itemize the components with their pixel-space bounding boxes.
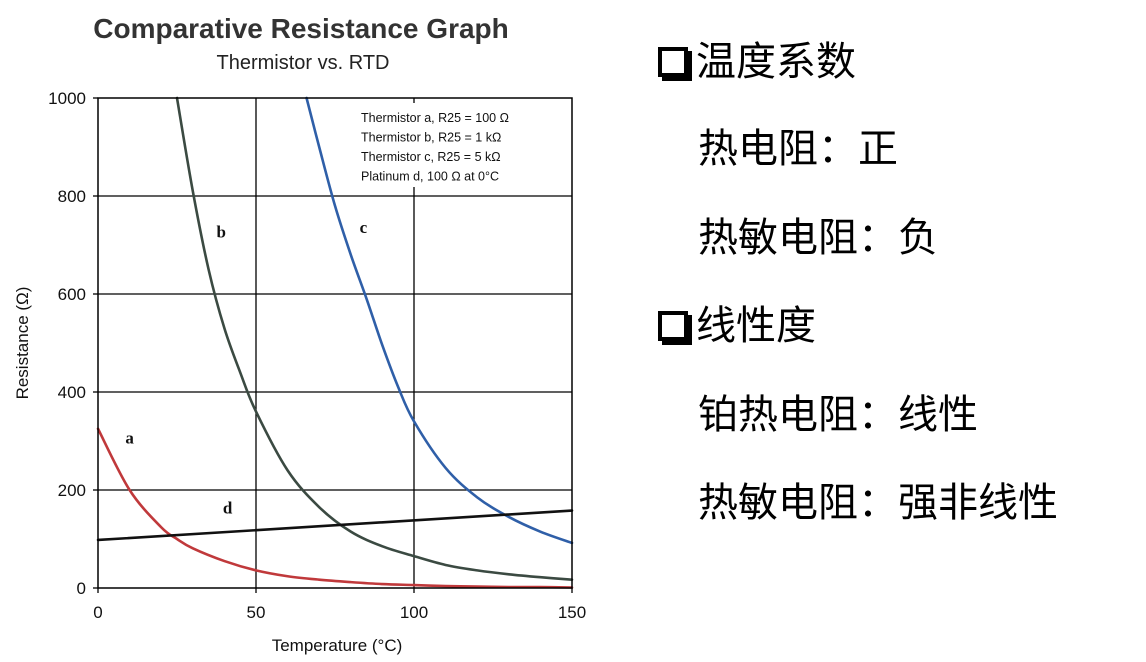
note-subitem: 热电阻：正 [698, 129, 898, 169]
note-text: 铂热电阻：线性 [698, 392, 978, 438]
y-tick-label-1: 200 [58, 481, 86, 500]
note-subitem: 热敏电阻：负 [698, 218, 938, 258]
x-tick-label-0: 0 [93, 603, 102, 622]
chart-title: Comparative Resistance Graph [93, 13, 509, 44]
y-tick-label-3: 600 [58, 285, 86, 304]
legend-entry-0: Thermistor a, R25 = 100 Ω [361, 111, 509, 125]
series-b-line [175, 96, 574, 581]
curve-labels: a b c d [125, 218, 367, 518]
y-tick-label-0: 0 [77, 579, 86, 598]
chart-subtitle: Thermistor vs. RTD [217, 52, 390, 74]
x-axis-label: Temperature (°C) [272, 636, 403, 655]
checkbox-icon [658, 311, 688, 341]
y-axis-label: Resistance (Ω) [13, 287, 32, 400]
x-tick-label-1: 50 [247, 603, 266, 622]
note-subitem: 热敏电阻：强非线性 [698, 483, 1058, 523]
series-c-line [305, 96, 574, 545]
tick-labels: 0 50 100 150 0 200 400 600 800 1000 [48, 89, 586, 622]
series-d-line [96, 509, 574, 542]
checkbox-icon [658, 47, 688, 77]
series-layer [96, 96, 574, 589]
curve-label-a: a [125, 428, 134, 447]
legend-entry-3: Platinum d, 100 Ω at 0°C [361, 170, 499, 184]
x-tick-label-2: 100 [400, 603, 428, 622]
legend-entry-2: Thermistor c, R25 = 5 kΩ [361, 150, 501, 164]
y-tick-label-2: 400 [58, 383, 86, 402]
series-a-line [96, 427, 574, 589]
x-tick-label-3: 150 [558, 603, 586, 622]
legend-entry-1: Thermistor b, R25 = 1 kΩ [361, 131, 501, 145]
curve-label-b: b [217, 223, 226, 242]
note-text: 线性度 [696, 303, 816, 349]
note-heading: 温度系数 [658, 42, 856, 82]
resistance-chart: Comparative Resistance Graph Thermistor … [13, 13, 586, 655]
y-tick-label-4: 800 [58, 187, 86, 206]
note-text: 热敏电阻：负 [698, 215, 938, 261]
curve-label-d: d [223, 499, 233, 518]
note-text: 热电阻：正 [698, 126, 898, 172]
note-subitem: 铂热电阻：线性 [698, 395, 978, 435]
chart-svg: Comparative Resistance Graph Thermistor … [13, 13, 586, 655]
note-heading: 线性度 [658, 306, 816, 346]
curve-label-c: c [360, 218, 368, 237]
legend-background [353, 103, 567, 187]
note-text: 热敏电阻：强非线性 [698, 480, 1058, 526]
legend: Thermistor a, R25 = 100 Ω Thermistor b, R… [353, 103, 567, 187]
y-tick-label-5: 1000 [48, 89, 86, 108]
note-text: 温度系数 [696, 39, 856, 85]
plot-frame [97, 97, 573, 589]
